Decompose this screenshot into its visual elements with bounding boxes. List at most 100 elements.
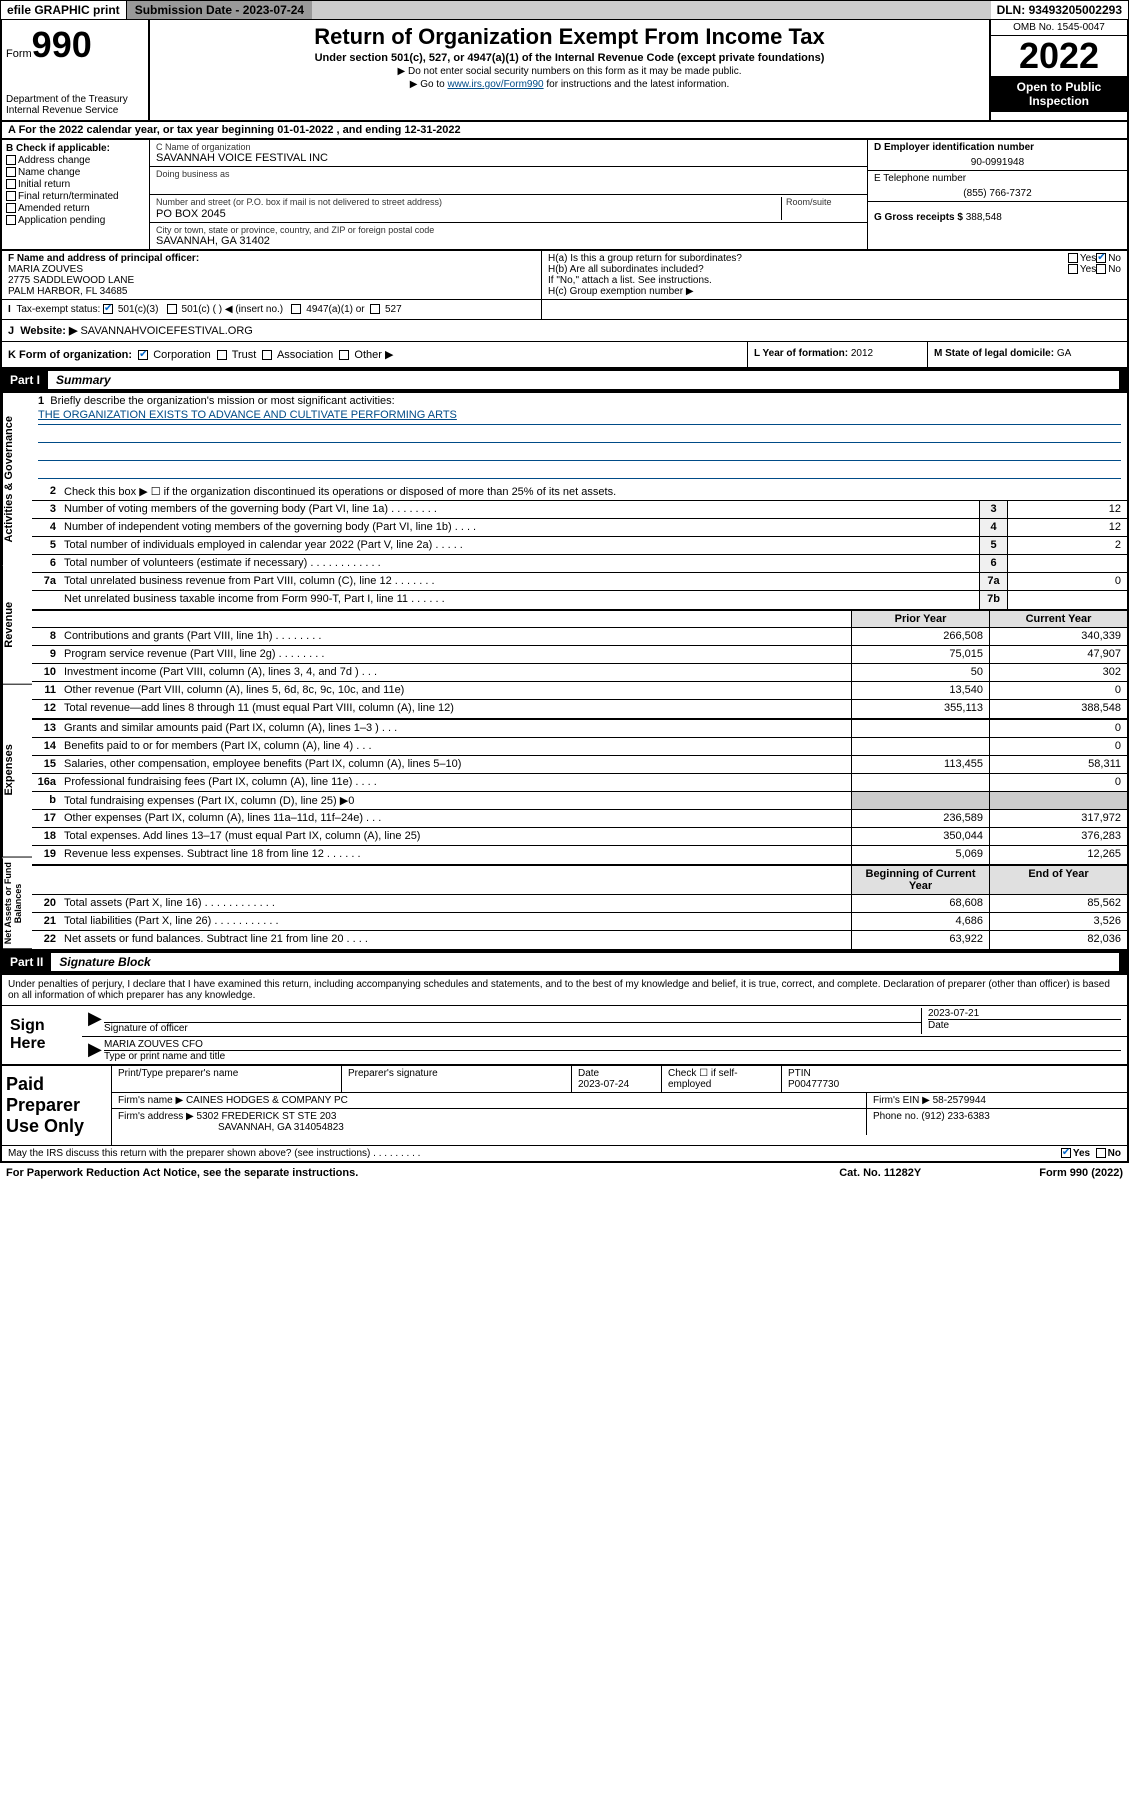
line-desc: Number of independent voting members of … [60, 519, 979, 536]
hdr-end: End of Year [989, 866, 1127, 894]
prior-value: 236,589 [851, 810, 989, 827]
current-value: 12,265 [989, 846, 1127, 864]
prior-value: 5,069 [851, 846, 989, 864]
line-desc: Other expenses (Part IX, column (A), lin… [60, 810, 851, 827]
side-netassets: Net Assets or Fund Balances [2, 858, 32, 949]
current-value: 82,036 [989, 931, 1127, 949]
line-num: 9 [32, 646, 60, 663]
line-num: 10 [32, 664, 60, 681]
line-num: 6 [32, 555, 60, 572]
line-desc: Professional fundraising fees (Part IX, … [60, 774, 851, 791]
line-num: 16a [32, 774, 60, 791]
line-box: 7a [979, 573, 1007, 590]
line-desc: Total liabilities (Part X, line 26) . . … [60, 913, 851, 930]
discuss-question: May the IRS discuss this return with the… [8, 1148, 1061, 1159]
line-value: 12 [1007, 519, 1127, 536]
org-address: PO BOX 2045 [156, 208, 781, 220]
tax-year: 2022 [991, 36, 1127, 76]
prior-value: 113,455 [851, 756, 989, 773]
line-desc: Benefits paid to or for members (Part IX… [60, 738, 851, 755]
dln: DLN: 93493205002293 [991, 1, 1128, 19]
current-value: 302 [989, 664, 1127, 681]
mission-block: 1 Briefly describe the organization's mi… [32, 393, 1127, 483]
line-num: 3 [32, 501, 60, 518]
prior-value: 350,044 [851, 828, 989, 845]
current-value: 388,548 [989, 700, 1127, 718]
sign-arrow-icon: ▶ [88, 1008, 104, 1034]
line-num: 13 [32, 720, 60, 737]
line-value [1007, 591, 1127, 609]
current-value: 3,526 [989, 913, 1127, 930]
line-box: 4 [979, 519, 1007, 536]
line-num: 22 [32, 931, 60, 949]
gross-receipts: 388,548 [966, 212, 1002, 223]
chk-initial: Initial return [6, 179, 145, 190]
current-value: 85,562 [989, 895, 1127, 912]
hdr-beginning: Beginning of Current Year [851, 866, 989, 894]
period-line: A For the 2022 calendar year, or tax yea… [0, 122, 1129, 140]
side-expenses: Expenses [2, 684, 32, 858]
officer-name: MARIA ZOUVES CFO [104, 1039, 1121, 1050]
line-num: 20 [32, 895, 60, 912]
tax-exempt-status: I Tax-exempt status: 501(c)(3) 501(c) ( … [2, 300, 542, 319]
part2-header: Part IISignature Block [0, 951, 1129, 975]
prior-value: 13,540 [851, 682, 989, 699]
line-desc: Net unrelated business taxable income fr… [60, 591, 979, 609]
org-info: C Name of organization SAVANNAH VOICE FE… [150, 140, 867, 249]
line-desc: Salaries, other compensation, employee b… [60, 756, 851, 773]
line-box: 7b [979, 591, 1007, 609]
form-of-org: K Form of organization: Corporation Trus… [2, 342, 747, 367]
irs-label: Internal Revenue Service [6, 105, 144, 116]
current-value: 340,339 [989, 628, 1127, 645]
firm-addr: 5302 FREDERICK ST STE 203 [197, 1111, 337, 1122]
part1-header: Part ISummary [0, 369, 1129, 393]
col-d: D Employer identification number 90-0991… [867, 140, 1127, 249]
irs-link[interactable]: www.irs.gov/Form990 [447, 79, 543, 90]
line-desc: Total number of volunteers (estimate if … [60, 555, 979, 572]
side-governance: Activities & Governance [2, 393, 32, 566]
principal-officer: F Name and address of principal officer:… [2, 251, 542, 299]
current-value: 317,972 [989, 810, 1127, 827]
current-value: 0 [989, 738, 1127, 755]
line-desc: Net assets or fund balances. Subtract li… [60, 931, 851, 949]
org-city: SAVANNAH, GA 31402 [156, 235, 861, 247]
prior-value [851, 720, 989, 737]
paid-preparer-label: Paid Preparer Use Only [2, 1066, 112, 1145]
group-return: H(a) Is this a group return for subordin… [542, 251, 1127, 299]
form-number-block: Form990 Department of the Treasury Inter… [2, 20, 150, 120]
chk-final: Final return/terminated [6, 191, 145, 202]
topbar: efile GRAPHIC print Submission Date - 20… [0, 0, 1129, 20]
firm-phone: (912) 233-6383 [921, 1111, 989, 1122]
line-desc: Grants and similar amounts paid (Part IX… [60, 720, 851, 737]
line-num: 12 [32, 700, 60, 718]
side-revenue: Revenue [2, 566, 32, 685]
efile-label[interactable]: efile GRAPHIC print [1, 1, 127, 19]
hdr-current: Current Year [989, 611, 1127, 627]
note-ssn: ▶ Do not enter social security numbers o… [158, 66, 981, 77]
line-value [1007, 555, 1127, 572]
current-value: 376,283 [989, 828, 1127, 845]
prior-value [851, 774, 989, 791]
chk-name: Name change [6, 167, 145, 178]
line-desc: Contributions and grants (Part VIII, lin… [60, 628, 851, 645]
note-link: ▶ Go to www.irs.gov/Form990 for instruct… [158, 79, 981, 90]
line-desc: Total number of individuals employed in … [60, 537, 979, 554]
chk-address: Address change [6, 155, 145, 166]
perjury-declaration: Under penalties of perjury, I declare th… [2, 975, 1127, 1005]
prior-value: 68,608 [851, 895, 989, 912]
prior-value: 4,686 [851, 913, 989, 930]
page-footer: For Paperwork Reduction Act Notice, see … [0, 1163, 1129, 1183]
check-if-applicable: B Check if applicable: Address change Na… [2, 140, 150, 249]
line-value: 2 [1007, 537, 1127, 554]
line-desc: Total expenses. Add lines 13–17 (must eq… [60, 828, 851, 845]
current-value: 0 [989, 774, 1127, 791]
line-num: 5 [32, 537, 60, 554]
current-value: 58,311 [989, 756, 1127, 773]
chk-pending: Application pending [6, 215, 145, 226]
current-value: 0 [989, 720, 1127, 737]
ptin: P00477730 [788, 1079, 839, 1090]
line-num: 11 [32, 682, 60, 699]
sign-here-label: Sign Here [2, 1006, 82, 1064]
line-desc: Other revenue (Part VIII, column (A), li… [60, 682, 851, 699]
submission-date: Submission Date - 2023-07-24 [127, 1, 991, 19]
